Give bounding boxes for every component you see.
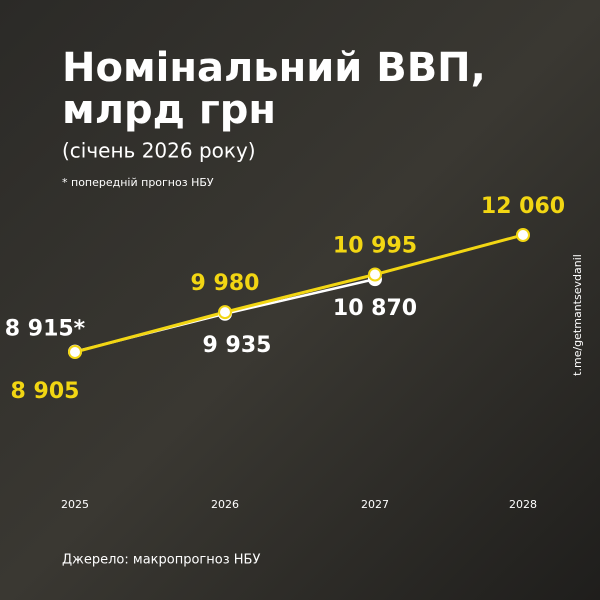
chart-title: Номінальний ВВП, — [62, 45, 486, 91]
data-label: 8 915* — [5, 317, 86, 342]
data-label: 12 060 — [481, 194, 565, 219]
source: Джерело: макропрогноз НБУ — [62, 553, 260, 568]
data-label: 10 995 — [333, 233, 417, 258]
x-tick-label: 2028 — [509, 498, 537, 511]
data-label: 8 905 — [11, 379, 80, 404]
point — [368, 267, 382, 282]
x-tick-label: 2026 — [211, 498, 239, 511]
subtitle: (січень 2026 року) — [62, 139, 256, 163]
note: * попередній прогноз НБУ — [62, 176, 214, 189]
line — [74, 233, 524, 354]
x-tick-label: 2025 — [61, 498, 89, 511]
point — [218, 305, 232, 320]
point — [516, 228, 530, 242]
data-label: 9 935 — [203, 333, 272, 358]
x-tick-label: 2027 — [361, 498, 389, 511]
point — [68, 345, 82, 359]
data-label: 9 980 — [191, 271, 260, 296]
data-label: 10 870 — [333, 296, 417, 321]
chart-title: млрд грн — [62, 87, 276, 133]
watermark: t.me/getmantsevdanil — [571, 254, 584, 376]
